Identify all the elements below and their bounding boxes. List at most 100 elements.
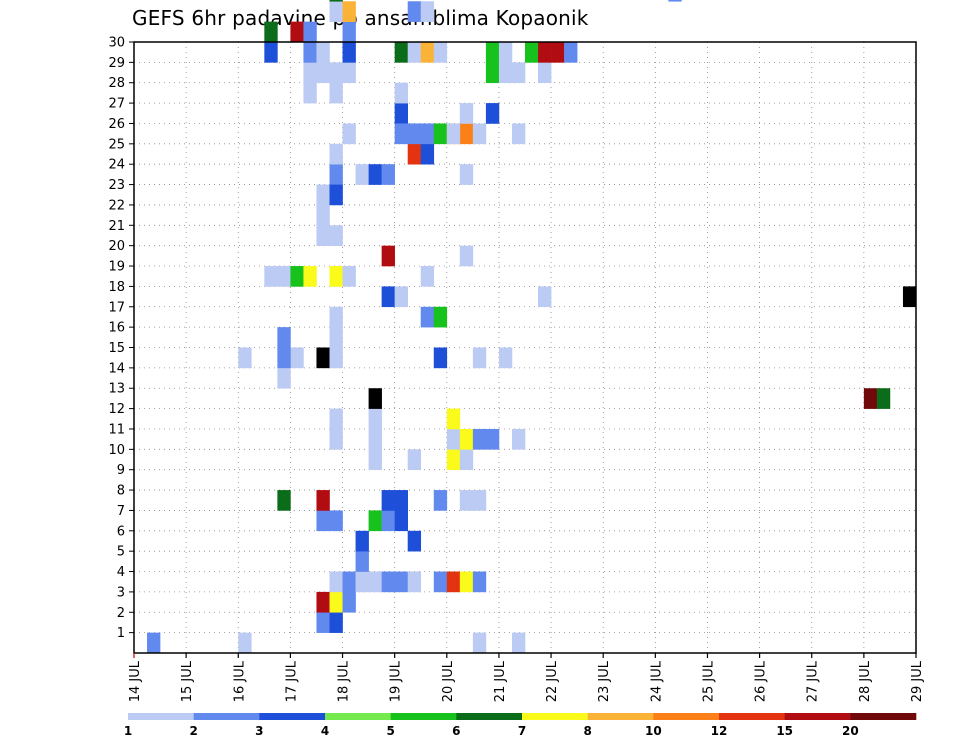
y-tick-label: 18 bbox=[108, 280, 125, 295]
data-cell bbox=[329, 306, 343, 328]
data-cell bbox=[485, 103, 500, 124]
data-cell bbox=[472, 347, 487, 369]
x-tick-label: 22 JUL bbox=[545, 660, 560, 702]
data-cell bbox=[238, 632, 252, 654]
colorbar-label: 7 bbox=[518, 724, 526, 738]
data-cell bbox=[498, 42, 513, 63]
data-cell bbox=[329, 510, 343, 532]
data-cell bbox=[303, 266, 317, 287]
data-cell bbox=[472, 571, 487, 593]
y-tick-label: 22 bbox=[108, 198, 125, 213]
data-cell bbox=[564, 42, 578, 63]
data-cell bbox=[368, 164, 382, 185]
data-cell bbox=[511, 62, 526, 84]
y-tick-label: 12 bbox=[108, 402, 125, 417]
colorbar-swatch bbox=[193, 713, 260, 720]
data-cell bbox=[407, 530, 422, 552]
data-cell bbox=[459, 123, 474, 145]
data-cell bbox=[329, 62, 343, 84]
data-cell bbox=[303, 82, 317, 104]
data-cell bbox=[264, 42, 278, 63]
data-cell bbox=[394, 490, 408, 511]
data-cell bbox=[420, 1, 435, 22]
data-cell bbox=[329, 571, 343, 593]
colorbar-label: 10 bbox=[645, 724, 662, 738]
data-cell bbox=[551, 42, 565, 63]
data-cell bbox=[316, 62, 330, 84]
data-cell bbox=[381, 571, 395, 593]
data-cell bbox=[316, 204, 330, 226]
data-cell bbox=[264, 21, 278, 43]
data-cell bbox=[394, 571, 408, 593]
data-cell bbox=[342, 42, 356, 63]
y-tick-label: 23 bbox=[108, 178, 125, 193]
colorbar-swatch bbox=[653, 713, 720, 720]
data-cell bbox=[290, 347, 304, 369]
data-cell bbox=[355, 571, 369, 593]
colorbar-swatch bbox=[325, 713, 391, 720]
data-cell bbox=[407, 449, 422, 470]
y-tick-label: 26 bbox=[108, 117, 125, 132]
y-tick-label: 7 bbox=[117, 504, 125, 519]
data-cell bbox=[420, 266, 435, 287]
y-tick-label: 6 bbox=[117, 524, 125, 539]
y-tick-label: 10 bbox=[108, 443, 125, 458]
data-cell bbox=[538, 286, 552, 308]
data-cell bbox=[329, 225, 343, 246]
data-cell bbox=[459, 428, 474, 450]
data-cell bbox=[394, 42, 408, 63]
y-tick-label: 9 bbox=[117, 463, 125, 478]
data-cell bbox=[277, 490, 291, 511]
y-tick-label: 1 bbox=[117, 626, 125, 641]
x-tick-label: 14 JUL bbox=[128, 660, 143, 702]
data-cell bbox=[525, 42, 539, 63]
data-cell bbox=[329, 612, 343, 633]
data-cell bbox=[433, 42, 448, 63]
data-cell bbox=[316, 225, 330, 246]
data-cell bbox=[485, 62, 500, 84]
data-cell bbox=[342, 571, 356, 593]
x-tick-label: 27 JUL bbox=[806, 660, 821, 702]
data-cell bbox=[459, 490, 474, 511]
data-cell bbox=[459, 449, 474, 470]
data-cell bbox=[329, 327, 343, 348]
data-cell bbox=[368, 571, 382, 593]
data-cell bbox=[290, 266, 304, 287]
data-cell bbox=[381, 286, 395, 308]
data-cell bbox=[329, 0, 343, 2]
data-cell bbox=[277, 367, 291, 389]
data-cell bbox=[446, 408, 461, 430]
data-cell bbox=[538, 62, 552, 84]
colorbar-label: 3 bbox=[255, 724, 263, 738]
colorbar-label: 15 bbox=[776, 724, 793, 738]
x-tick-label: 28 JUL bbox=[858, 660, 873, 702]
x-tick-label: 19 JUL bbox=[389, 660, 404, 702]
colorbar-swatch bbox=[784, 713, 851, 720]
colorbar-label: 12 bbox=[711, 724, 728, 738]
data-cell bbox=[538, 42, 552, 63]
y-tick-label: 19 bbox=[108, 260, 125, 275]
data-cell bbox=[420, 306, 435, 328]
y-tick-label: 2 bbox=[117, 606, 125, 621]
data-cell bbox=[316, 347, 330, 369]
data-cell bbox=[511, 123, 526, 145]
data-cell bbox=[342, 266, 356, 287]
data-cell bbox=[355, 530, 369, 552]
data-cell bbox=[381, 245, 395, 267]
x-tick-label: 20 JUL bbox=[441, 660, 456, 702]
data-cell bbox=[329, 164, 343, 185]
data-cell bbox=[277, 327, 291, 348]
data-cell bbox=[264, 266, 278, 287]
x-tick-label: 17 JUL bbox=[284, 660, 299, 702]
data-cell bbox=[342, 123, 356, 145]
y-tick-label: 28 bbox=[108, 76, 125, 91]
data-cell bbox=[368, 510, 382, 532]
x-tick-label: 25 JUL bbox=[701, 660, 716, 702]
data-cell bbox=[329, 347, 343, 369]
data-cell bbox=[329, 184, 343, 206]
data-cell bbox=[316, 184, 330, 206]
colorbar-label: 4 bbox=[321, 724, 329, 738]
x-tick-label: 24 JUL bbox=[649, 660, 664, 702]
y-tick-label: 14 bbox=[108, 361, 125, 376]
data-cell bbox=[420, 123, 435, 145]
